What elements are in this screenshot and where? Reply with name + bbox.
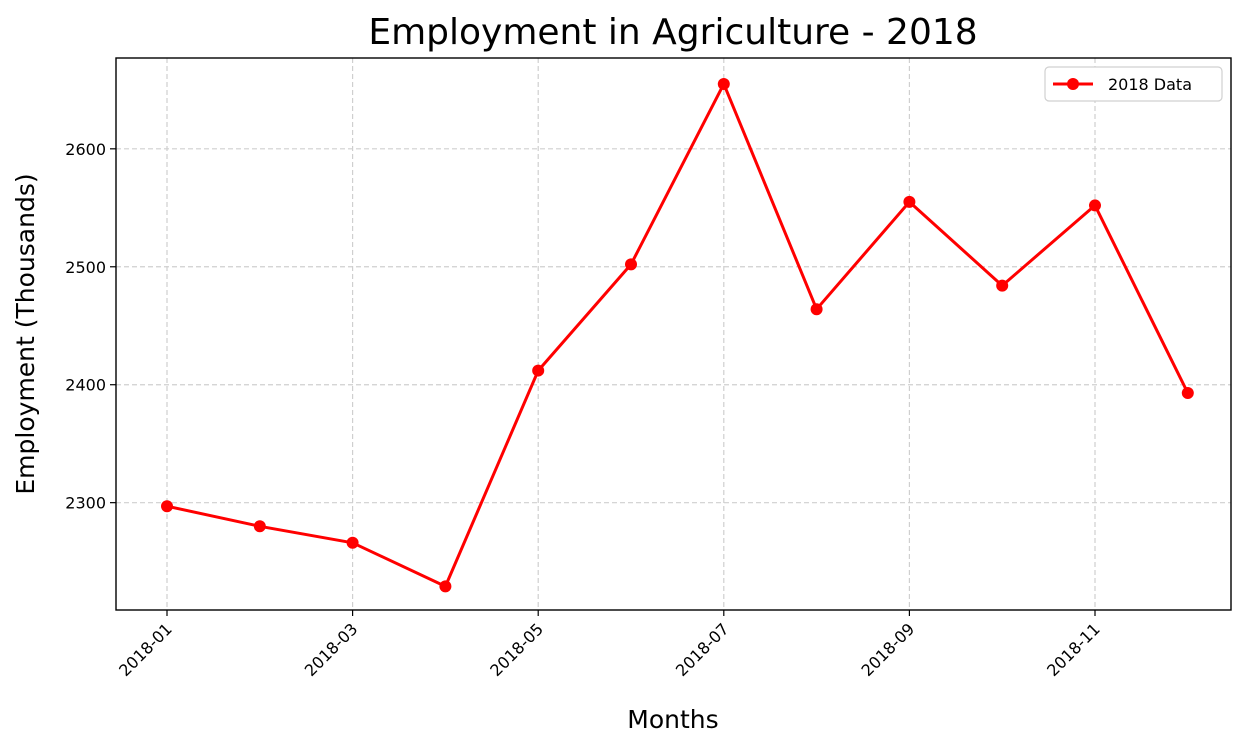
data-point <box>161 500 173 513</box>
legend-marker-swatch <box>1067 78 1079 90</box>
y-tick-label: 2500 <box>65 258 106 277</box>
data-point <box>346 536 359 549</box>
data-point <box>903 195 916 208</box>
data-point <box>439 580 452 593</box>
data-point <box>625 258 637 271</box>
series-line <box>166 82 1190 588</box>
data-point <box>810 303 823 316</box>
plot-frame <box>115 57 1232 611</box>
legend: 2018 Data <box>1044 66 1223 102</box>
data-point <box>1181 386 1194 399</box>
data-point <box>253 520 266 533</box>
x-tick-label: 2018-01 <box>115 619 176 680</box>
gridlines <box>116 58 1231 610</box>
y-tick-label: 2600 <box>65 140 106 159</box>
data-point <box>1089 199 1101 212</box>
y-tick-label: 2300 <box>65 494 106 513</box>
legend-label: 2018 Data <box>1108 75 1192 94</box>
data-point <box>996 279 1009 292</box>
x-axis-label: Months <box>627 705 718 734</box>
x-tick-label: 2018-05 <box>486 619 547 680</box>
y-axis-label: Employment (Thousands) <box>11 173 40 494</box>
x-tick-label: 2018-11 <box>1043 619 1104 680</box>
x-axis: 2018-01 2018-03 2018-05 2018-07 2018-09 2018-… <box>115 610 1104 680</box>
x-tick-label: 2018-03 <box>301 619 362 680</box>
y-axis: 2300 2400 2500 2600 <box>65 140 116 513</box>
x-tick-label: 2018-09 <box>858 619 919 680</box>
x-tick-label: 2018-07 <box>672 619 733 680</box>
legend-box <box>1044 66 1223 102</box>
chart-title: Employment in Agriculture - 2018 <box>368 12 977 53</box>
y-tick-label: 2400 <box>65 376 106 395</box>
data-point <box>717 77 730 90</box>
data-point <box>532 364 545 377</box>
plot-series <box>161 77 1194 593</box>
